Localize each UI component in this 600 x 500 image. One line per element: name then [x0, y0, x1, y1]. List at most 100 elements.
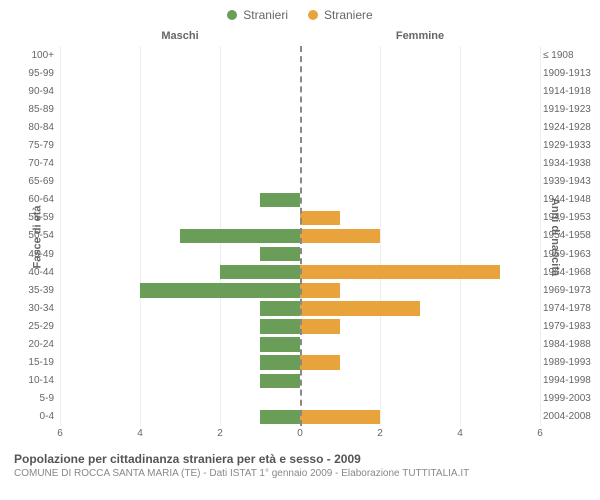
- age-label: 45-49: [14, 249, 54, 260]
- bar-female: [300, 319, 340, 333]
- bar-left-side: [60, 337, 300, 351]
- bar-left-side: [60, 156, 300, 170]
- bar-right-side: [300, 120, 540, 134]
- bar-male: [140, 283, 300, 297]
- x-tick: 4: [137, 428, 143, 439]
- birth-label: 1939-1943: [543, 176, 598, 187]
- bar-female: [300, 355, 340, 369]
- age-label: 65-69: [14, 176, 54, 187]
- bar-right-side: [300, 66, 540, 80]
- bar-male: [260, 247, 300, 261]
- bar-left-side: [60, 84, 300, 98]
- age-label: 100+: [14, 50, 54, 61]
- bar-right-side: [300, 374, 540, 388]
- bar-right-side: [300, 301, 540, 315]
- male-dot-icon: [227, 10, 237, 20]
- age-label: 55-59: [14, 212, 54, 223]
- footer: Popolazione per cittadinanza straniera p…: [0, 444, 600, 479]
- birth-label: 1909-1913: [543, 68, 598, 79]
- bar-male: [260, 193, 300, 207]
- bar-right-side: [300, 229, 540, 243]
- bar-left-side: [60, 301, 300, 315]
- bar-male: [260, 337, 300, 351]
- bar-left-side: [60, 229, 300, 243]
- bar-right-side: [300, 392, 540, 406]
- age-label: 5-9: [14, 393, 54, 404]
- x-tick: 2: [377, 428, 383, 439]
- bar-male: [220, 265, 300, 279]
- bar-right-side: [300, 156, 540, 170]
- bar-left-side: [60, 120, 300, 134]
- center-line: [300, 46, 302, 426]
- bar-female: [300, 265, 500, 279]
- legend-female-label: Straniere: [324, 8, 373, 22]
- bar-right-side: [300, 102, 540, 116]
- birth-label: 1969-1973: [543, 285, 598, 296]
- bar-left-side: [60, 48, 300, 62]
- birth-label: 1979-1983: [543, 321, 598, 332]
- bar-left-side: [60, 66, 300, 80]
- bar-female: [300, 211, 340, 225]
- birth-label: 1959-1963: [543, 249, 598, 260]
- birth-label: 1914-1918: [543, 86, 598, 97]
- age-label: 90-94: [14, 86, 54, 97]
- age-label: 70-74: [14, 158, 54, 169]
- x-tick: 4: [457, 428, 463, 439]
- birth-label: 1994-1998: [543, 375, 598, 386]
- x-tick: 2: [217, 428, 223, 439]
- age-label: 30-34: [14, 303, 54, 314]
- bar-right-side: [300, 174, 540, 188]
- birth-label: 1949-1953: [543, 212, 598, 223]
- birth-label: 1934-1938: [543, 158, 598, 169]
- bar-right-side: [300, 84, 540, 98]
- legend: Stranieri Straniere: [0, 0, 600, 30]
- chart-wrapper: Fasce di età Anni di nascita Maschi Femm…: [0, 30, 600, 444]
- bar-left-side: [60, 319, 300, 333]
- age-label: 75-79: [14, 140, 54, 151]
- bar-right-side: [300, 211, 540, 225]
- legend-item-male: Stranieri: [227, 8, 288, 22]
- birth-label: ≤ 1908: [543, 50, 598, 61]
- age-label: 10-14: [14, 375, 54, 386]
- birth-label: 1964-1968: [543, 267, 598, 278]
- chart-title: Popolazione per cittadinanza straniera p…: [14, 452, 586, 466]
- bar-left-side: [60, 392, 300, 406]
- bar-right-side: [300, 265, 540, 279]
- bar-right-side: [300, 410, 540, 424]
- bar-male: [260, 301, 300, 315]
- birth-label: 2004-2008: [543, 411, 598, 422]
- bar-right-side: [300, 337, 540, 351]
- chart-subtitle: COMUNE DI ROCCA SANTA MARIA (TE) - Dati …: [14, 468, 586, 479]
- birth-label: 1919-1923: [543, 104, 598, 115]
- grid-line: [540, 46, 541, 426]
- age-label: 80-84: [14, 122, 54, 133]
- bar-left-side: [60, 102, 300, 116]
- age-label: 35-39: [14, 285, 54, 296]
- bar-left-side: [60, 355, 300, 369]
- bar-left-side: [60, 265, 300, 279]
- bar-right-side: [300, 319, 540, 333]
- x-tick: 0: [297, 428, 303, 439]
- age-label: 50-54: [14, 230, 54, 241]
- bar-right-side: [300, 283, 540, 297]
- header-female: Femmine: [300, 30, 540, 42]
- bar-right-side: [300, 247, 540, 261]
- age-label: 15-19: [14, 357, 54, 368]
- bar-left-side: [60, 374, 300, 388]
- bar-left-side: [60, 193, 300, 207]
- bar-female: [300, 301, 420, 315]
- bar-right-side: [300, 48, 540, 62]
- age-label: 25-29: [14, 321, 54, 332]
- bar-female: [300, 229, 380, 243]
- age-label: 20-24: [14, 339, 54, 350]
- birth-label: 1974-1978: [543, 303, 598, 314]
- bar-male: [260, 374, 300, 388]
- birth-label: 1924-1928: [543, 122, 598, 133]
- legend-item-female: Straniere: [308, 8, 373, 22]
- legend-male-label: Stranieri: [243, 8, 288, 22]
- bar-left-side: [60, 410, 300, 424]
- birth-label: 1954-1958: [543, 230, 598, 241]
- x-tick: 6: [537, 428, 543, 439]
- x-axis: 6420246: [60, 428, 540, 444]
- bar-right-side: [300, 138, 540, 152]
